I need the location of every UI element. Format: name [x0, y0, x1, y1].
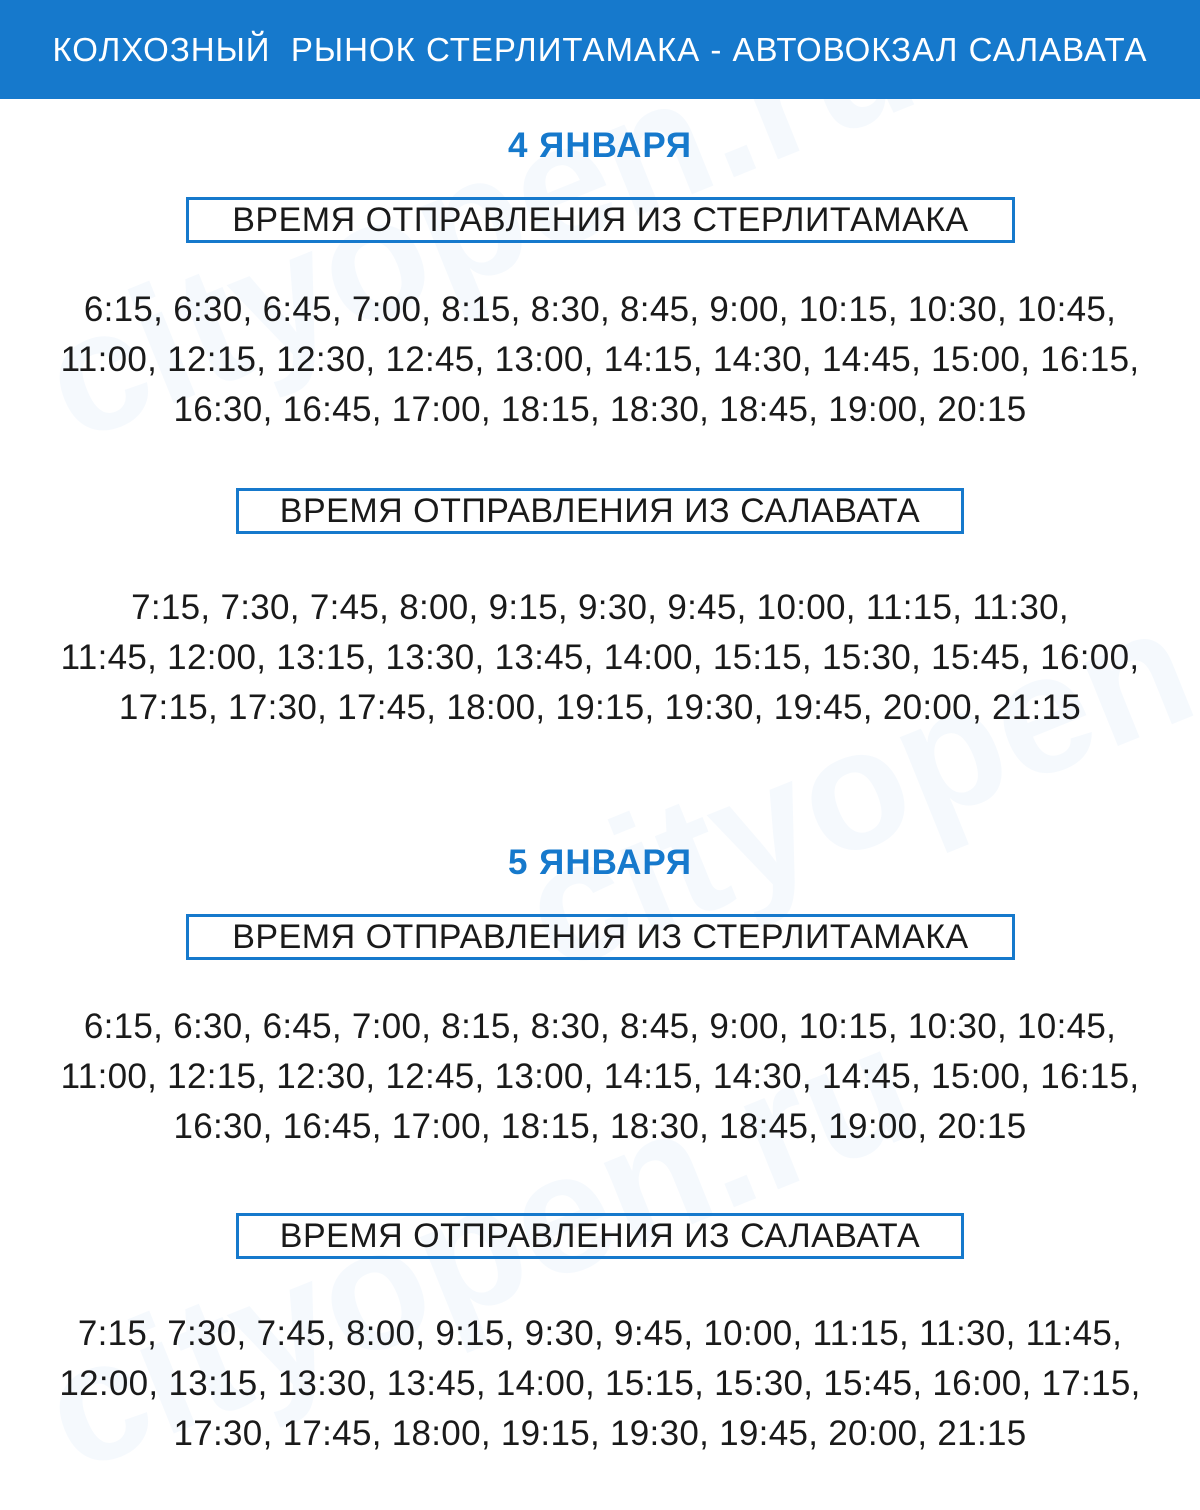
section-label-text: ВРЕМЯ ОТПРАВЛЕНИЯ ИЗ СТЕРЛИТАМАКА	[232, 917, 969, 956]
departure-times-sterlitamak: 6:15, 6:30, 6:45, 7:00, 8:15, 8:30, 8:45…	[0, 285, 1200, 435]
times-line: 7:15, 7:30, 7:45, 8:00, 9:15, 9:30, 9:45…	[131, 588, 1069, 627]
section-label-text: ВРЕМЯ ОТПРАВЛЕНИЯ ИЗ САЛАВАТА	[279, 491, 921, 530]
times-line: 16:30, 16:45, 17:00, 18:15, 18:30, 18:45…	[173, 390, 1027, 429]
day-title: 5 ЯНВАРЯ	[507, 843, 693, 882]
times-line: 6:15, 6:30, 6:45, 7:00, 8:15, 8:30, 8:45…	[83, 290, 1117, 329]
departure-times-sterlitamak: 6:15, 6:30, 6:45, 7:00, 8:15, 8:30, 8:45…	[0, 1002, 1200, 1152]
section-label-from-sterlitamak: ВРЕМЯ ОТПРАВЛЕНИЯ ИЗ СТЕРЛИТАМАКА	[186, 197, 1015, 243]
times-line: 11:45, 12:00, 13:15, 13:30, 13:45, 14:00…	[60, 638, 1140, 677]
times-line: 11:00, 12:15, 12:30, 12:45, 13:00, 14:15…	[60, 340, 1140, 379]
page-header: КОЛХОЗНЫЙ РЫНОК СТЕРЛИТАМАКА - АВТОВОКЗА…	[0, 0, 1200, 99]
route-title: КОЛХОЗНЫЙ РЫНОК СТЕРЛИТАМАКА - АВТОВОКЗА…	[52, 30, 1148, 68]
departure-times-salavat: 7:15, 7:30, 7:45, 8:00, 9:15, 9:30, 9:45…	[0, 583, 1200, 733]
times-line: 7:15, 7:30, 7:45, 8:00, 9:15, 9:30, 9:45…	[77, 1314, 1123, 1353]
times-line: 11:00, 12:15, 12:30, 12:45, 13:00, 14:15…	[60, 1057, 1140, 1096]
departure-times-salavat: 7:15, 7:30, 7:45, 8:00, 9:15, 9:30, 9:45…	[0, 1309, 1200, 1459]
section-label-from-sterlitamak: ВРЕМЯ ОТПРАВЛЕНИЯ ИЗ СТЕРЛИТАМАКА	[186, 914, 1015, 960]
day-title: 4 ЯНВАРЯ	[507, 126, 693, 165]
times-line: 17:15, 17:30, 17:45, 18:00, 19:15, 19:30…	[118, 688, 1082, 727]
section-label-from-salavat: ВРЕМЯ ОТПРАВЛЕНИЯ ИЗ САЛАВАТА	[236, 1213, 964, 1259]
section-label-text: ВРЕМЯ ОТПРАВЛЕНИЯ ИЗ САЛАВАТА	[279, 1216, 921, 1255]
times-line: 6:15, 6:30, 6:45, 7:00, 8:15, 8:30, 8:45…	[83, 1007, 1117, 1046]
section-label-from-salavat: ВРЕМЯ ОТПРАВЛЕНИЯ ИЗ САЛАВАТА	[236, 488, 964, 534]
section-label-text: ВРЕМЯ ОТПРАВЛЕНИЯ ИЗ СТЕРЛИТАМАКА	[232, 200, 969, 239]
times-line: 16:30, 16:45, 17:00, 18:15, 18:30, 18:45…	[173, 1107, 1027, 1146]
times-line: 12:00, 13:15, 13:30, 13:45, 14:00, 15:15…	[59, 1364, 1141, 1403]
times-line: 17:30, 17:45, 18:00, 19:15, 19:30, 19:45…	[173, 1414, 1027, 1453]
